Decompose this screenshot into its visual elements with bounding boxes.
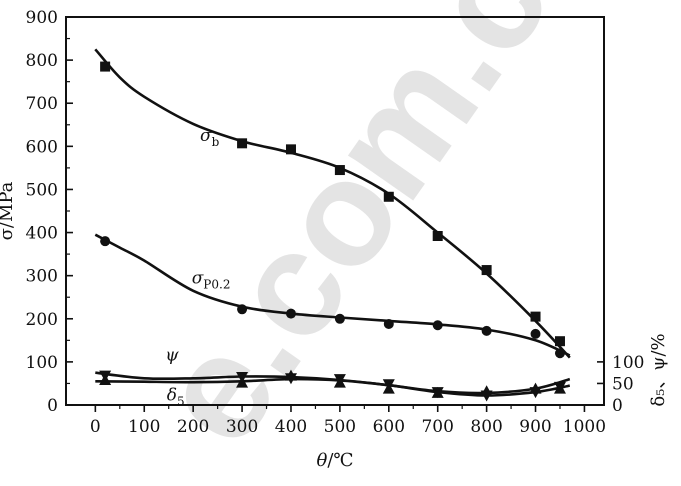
x-tick-label: 300 <box>226 417 258 437</box>
y-tick-label: 200 <box>26 310 58 330</box>
series-label-symbol: σ <box>200 126 212 146</box>
x-tick-label: 700 <box>421 417 453 437</box>
y-tick-label: 0 <box>47 396 58 416</box>
series-label-subscript: P0.2 <box>203 277 230 291</box>
x-axis-title-unit: /℃ <box>327 450 353 471</box>
series-label: δ5 <box>167 386 185 409</box>
x-tick-label: 100 <box>128 417 160 437</box>
right-tick-label: 50 <box>612 374 634 394</box>
data-point-circle <box>481 325 492 336</box>
data-point-circle <box>530 328 541 339</box>
x-tick-label: 400 <box>275 417 307 437</box>
series-label: σP0.2 <box>192 268 231 291</box>
x-tick-label: 600 <box>373 417 405 437</box>
right-tick-label: 0 <box>612 396 623 416</box>
x-tick-label: 500 <box>324 417 356 437</box>
data-point-circle <box>285 308 296 319</box>
axes: 0 100 200 300 400 500 600 700 800 900 100001002003… <box>0 8 669 471</box>
data-point-triangle-up <box>99 373 112 385</box>
right-axis-title: δ₅、ψ/% <box>648 333 669 406</box>
data-point-triangle-up <box>480 385 493 397</box>
data-point-circle <box>334 313 345 324</box>
y-tick-label: 300 <box>26 267 58 287</box>
watermark-text: e.com.c <box>124 0 582 473</box>
data-point-square <box>530 311 541 322</box>
data-point-triangle-up <box>382 382 395 394</box>
y-tick-label: 400 <box>26 224 58 244</box>
series-label-subscript: 5 <box>177 395 185 409</box>
data-point-triangle-up <box>553 382 566 394</box>
data-point-triangle-up <box>333 376 346 388</box>
series-label: σb <box>200 126 220 149</box>
y-tick-label: 100 <box>26 353 58 373</box>
x-tick-label: 1000 <box>563 417 606 437</box>
series-label-symbol: δ <box>167 386 177 406</box>
data-point-square <box>100 61 111 72</box>
y-axis-title: σ/MPa <box>0 181 17 240</box>
x-axis-title: θ/℃ <box>316 450 353 471</box>
data-point-circle <box>554 348 565 359</box>
y-tick-label: 800 <box>26 51 58 71</box>
data-point-circle <box>432 320 443 331</box>
markers <box>99 61 566 402</box>
x-tick-label: 900 <box>519 417 551 437</box>
data-point-circle <box>237 304 248 315</box>
y-tick-label: 600 <box>26 137 58 157</box>
data-point-circle <box>383 318 394 329</box>
data-point-square <box>554 336 565 347</box>
y-tick-label: 900 <box>26 8 58 28</box>
x-tick-label: 200 <box>177 417 209 437</box>
series-label-symbol: σ <box>192 268 204 288</box>
x-tick-label: 0 <box>90 417 101 437</box>
data-point-square <box>481 265 492 276</box>
data-point-square <box>285 144 296 155</box>
data-point-circle <box>100 236 111 247</box>
y-tick-label: 500 <box>26 180 58 200</box>
data-point-square <box>432 231 443 242</box>
watermark: e.com.c <box>124 0 582 473</box>
data-point-square <box>383 191 394 202</box>
x-axis-title-symbol: θ <box>316 450 327 471</box>
data-point-triangle-up <box>431 386 444 398</box>
right-tick-label: 100 <box>612 353 644 373</box>
x-tick-label: 800 <box>470 417 502 437</box>
series-label: ψ <box>165 346 179 366</box>
data-point-square <box>237 138 248 149</box>
data-point-square <box>334 165 345 176</box>
series-label-subscript: b <box>212 135 220 149</box>
y-tick-label: 700 <box>26 94 58 114</box>
data-point-triangle-up <box>529 382 542 394</box>
data-point-triangle-up <box>284 369 297 381</box>
series-line-square <box>94 48 571 359</box>
data-point-triangle-up <box>236 376 249 388</box>
series-label-symbol: ψ <box>165 346 179 366</box>
